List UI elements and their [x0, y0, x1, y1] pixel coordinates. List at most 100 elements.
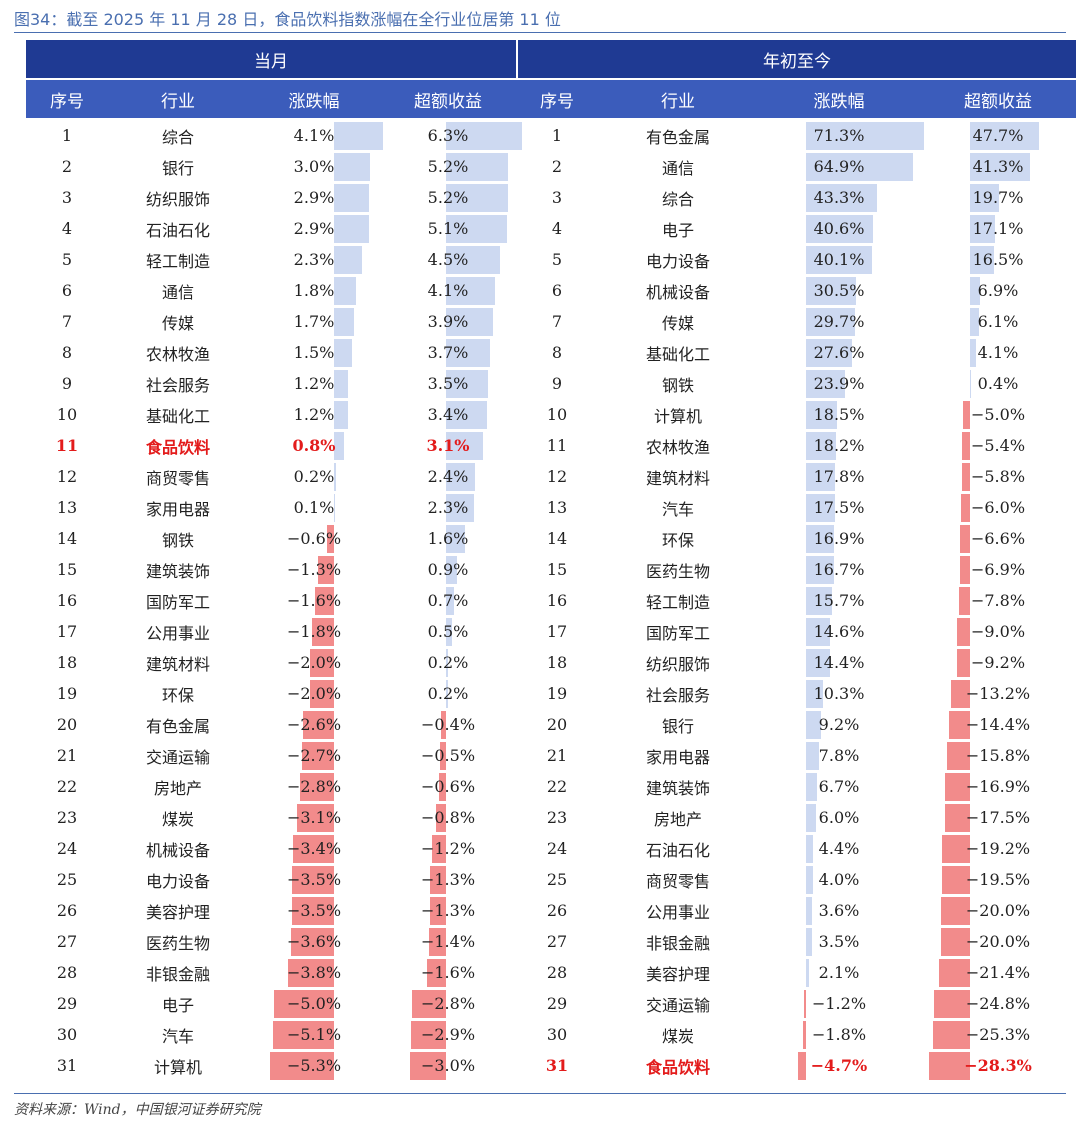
ytd-excess-bar — [961, 462, 970, 491]
monthly-change-cell: −1.8% — [286, 622, 342, 641]
monthly-excess-bar — [431, 834, 446, 863]
monthly-change-bar — [300, 772, 334, 801]
ytd-rank-cell: 13 — [546, 498, 568, 517]
monthly-excess-cell: 0.2% — [427, 653, 469, 672]
ytd-excess-bar — [949, 710, 970, 739]
ytd-rank-cell: 14 — [546, 529, 568, 548]
monthly-rank-cell: 6 — [61, 281, 73, 300]
monthly-excess-bar — [446, 400, 487, 429]
ytd-change-bar — [806, 648, 830, 677]
ytd-change-bar — [806, 927, 812, 956]
monthly-excess-bar — [446, 214, 508, 243]
col-header-industry-monthly: 行业 — [161, 91, 195, 112]
ytd-excess-bar — [956, 648, 970, 677]
monthly-rank-cell: 10 — [56, 405, 78, 424]
ytd-rank-cell: 12 — [546, 467, 568, 486]
monthly-excess-cell: 3.7% — [427, 343, 469, 362]
monthly-rank-cell: 23 — [56, 808, 78, 827]
monthly-excess-bar — [446, 307, 493, 336]
ytd-excess-cell: −19.2% — [965, 839, 1031, 858]
monthly-rank-cell: 25 — [56, 870, 78, 889]
ytd-excess-cell: −6.9% — [970, 560, 1026, 579]
monthly-excess-cell: −2.8% — [420, 994, 476, 1013]
monthly-excess-cell: 1.6% — [427, 529, 469, 548]
ytd-excess-bar — [950, 679, 970, 708]
monthly-change-cell: −5.0% — [286, 994, 342, 1013]
monthly-excess-cell: 5.2% — [427, 188, 469, 207]
monthly-rank-cell: 14 — [56, 529, 78, 548]
monthly-industry-cell: 通信 — [161, 282, 194, 302]
ytd-industry-cell: 基础化工 — [645, 344, 710, 364]
monthly-change-cell: −3.1% — [286, 808, 342, 827]
ytd-change-bar — [806, 958, 810, 987]
monthly-industry-cell: 建筑装饰 — [145, 561, 210, 581]
monthly-industry-cell: 交通运输 — [145, 747, 210, 767]
monthly-excess-cell: −1.4% — [420, 932, 476, 951]
ytd-rank-cell: 22 — [546, 777, 568, 796]
monthly-rank-cell: 11 — [55, 436, 79, 455]
ytd-change-cell: 4.0% — [818, 870, 860, 889]
monthly-excess-cell: −1.3% — [420, 901, 476, 920]
ytd-excess-cell: −6.6% — [970, 529, 1026, 548]
monthly-change-bar — [334, 431, 344, 460]
monthly-rank-cell: 27 — [56, 932, 78, 951]
monthly-excess-bar — [446, 121, 522, 150]
ytd-change-bar — [806, 276, 857, 305]
ytd-change-bar — [806, 245, 873, 274]
ytd-change-cell: 16.7% — [813, 560, 865, 579]
ytd-industry-cell: 石油石化 — [645, 840, 710, 860]
ytd-excess-bar — [942, 834, 970, 863]
ytd-rank-cell: 29 — [546, 994, 568, 1013]
ytd-change-cell: 4.4% — [818, 839, 860, 858]
ytd-excess-bar — [933, 1020, 970, 1049]
ytd-industry-cell: 机械设备 — [645, 282, 710, 302]
ytd-industry-cell: 农林牧渔 — [645, 437, 710, 457]
monthly-industry-cell: 食品饮料 — [145, 437, 210, 457]
ytd-industry-cell: 非银金融 — [645, 933, 710, 953]
monthly-excess-bar — [446, 524, 466, 553]
ytd-industry-cell: 建筑装饰 — [645, 778, 710, 798]
ytd-change-cell: 2.1% — [818, 963, 860, 982]
monthly-excess-bar — [430, 865, 446, 894]
monthly-rank-cell: 12 — [56, 467, 78, 486]
monthly-excess-bar — [446, 183, 509, 212]
monthly-excess-cell: −1.6% — [420, 963, 476, 982]
monthly-industry-cell: 商贸零售 — [145, 468, 210, 488]
ytd-excess-cell: 6.1% — [977, 312, 1019, 331]
monthly-change-bar — [334, 400, 349, 429]
monthly-industry-cell: 公用事业 — [145, 623, 210, 643]
monthly-rank-cell: 22 — [56, 777, 78, 796]
monthly-change-bar — [293, 834, 334, 863]
ytd-rank-cell: 16 — [546, 591, 568, 610]
ytd-change-cell: 3.5% — [818, 932, 860, 951]
monthly-industry-cell: 汽车 — [161, 1026, 194, 1046]
ytd-excess-cell: −5.8% — [970, 467, 1026, 486]
monthly-change-bar — [301, 741, 334, 770]
monthly-excess-bar — [411, 1020, 446, 1049]
monthly-industry-cell: 电力设备 — [145, 871, 210, 891]
ytd-change-bar — [806, 431, 837, 460]
ytd-change-bar — [806, 896, 812, 925]
ytd-excess-cell: 41.3% — [972, 157, 1024, 176]
ytd-excess-bar — [970, 276, 980, 305]
monthly-excess-bar — [430, 896, 446, 925]
ytd-change-bar — [806, 865, 813, 894]
monthly-change-cell: −3.5% — [286, 870, 342, 889]
monthly-change-cell: 1.8% — [293, 281, 335, 300]
ytd-change-cell: 14.4% — [813, 653, 865, 672]
ytd-excess-cell: −21.4% — [965, 963, 1031, 982]
ytd-rank-cell: 3 — [551, 188, 563, 207]
ytd-rank-cell: 15 — [546, 560, 568, 579]
col-header-change-monthly: 涨跌幅 — [288, 91, 340, 112]
monthly-change-bar — [334, 338, 352, 367]
monthly-change-bar — [326, 524, 334, 553]
ytd-industry-cell: 综合 — [661, 189, 694, 209]
monthly-change-bar — [334, 276, 356, 305]
monthly-change-bar — [296, 803, 334, 832]
monthly-excess-bar — [446, 555, 457, 584]
ytd-change-bar — [806, 679, 823, 708]
ytd-change-cell: 71.3% — [813, 126, 865, 145]
ytd-change-cell: 40.1% — [813, 250, 865, 269]
ytd-industry-cell: 计算机 — [653, 406, 702, 426]
monthly-excess-bar — [446, 648, 449, 677]
